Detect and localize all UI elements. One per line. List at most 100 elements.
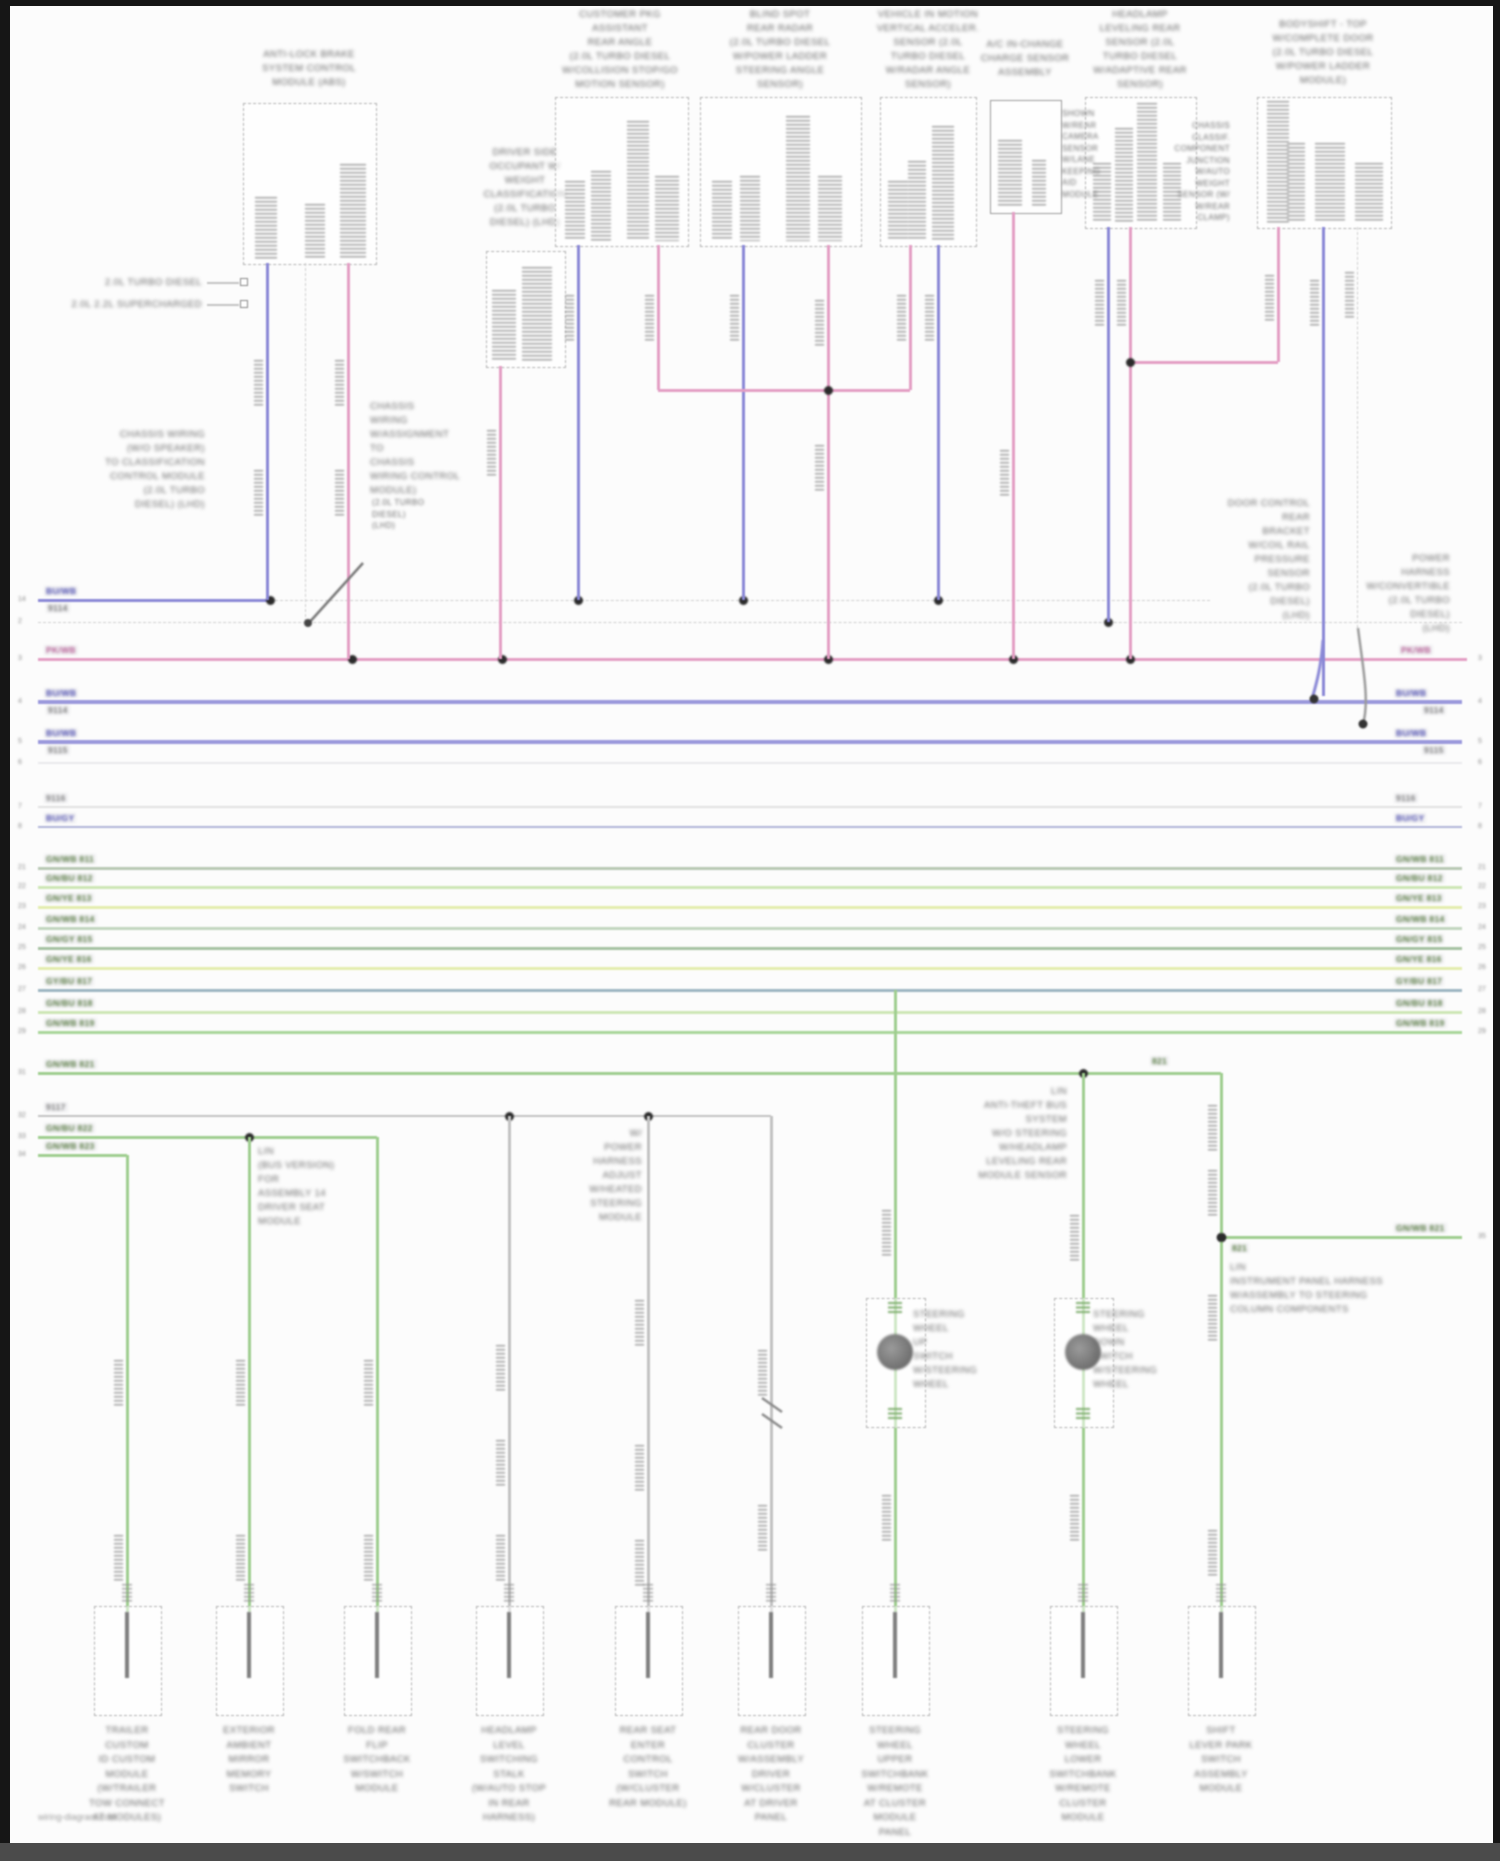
bus-wire-gn1137 <box>38 1135 377 1139</box>
vertical-wire <box>1321 227 1325 696</box>
bus-wire-gn1155 <box>38 1153 127 1157</box>
annotation-c-line: SENSOR <box>1267 568 1310 579</box>
inline-connector-label <box>565 295 574 343</box>
inline-connector-label <box>114 1535 123 1583</box>
bottom-component-label-line: W/REMOTE <box>1055 1783 1111 1794</box>
module-label-line: OCCUPANT W/ <box>489 161 561 172</box>
annotation-f-line: (BUS VERSION) <box>258 1160 335 1171</box>
bus-wire-gn1 <box>38 866 1462 870</box>
round-component-symbol <box>1065 1334 1101 1370</box>
inline-connector-label <box>1208 1170 1217 1218</box>
component-pin-line <box>893 1612 897 1678</box>
edge-pin-number-right: 5 <box>1478 738 1482 745</box>
vertical-wire <box>826 245 830 659</box>
bottom-component-label-line: CONTROL <box>623 1754 673 1765</box>
bottom-component-label-line: (W/CLUSTER <box>616 1783 680 1794</box>
annotation-k-line: DOWN <box>1093 1337 1125 1348</box>
bottom-component-label-line: (W/AUTO STOP <box>471 1783 547 1794</box>
annotation-a-line: CHASSIS WIRING <box>119 429 205 440</box>
bus-label-right: GY/BU 817 <box>1394 976 1445 986</box>
edge-pin-number-left: 28 <box>18 1008 26 1015</box>
edge-pin-number-right: 22 <box>1478 883 1486 890</box>
vertical-wire <box>1011 212 1015 659</box>
edge-pin-number-left: 22 <box>18 883 26 890</box>
bottom-component-label-line: MODULE <box>355 1783 399 1794</box>
junction-dot <box>265 595 275 605</box>
annotation-i-line: LIN <box>1230 1262 1246 1273</box>
annotation-d-line: POWER <box>1412 553 1450 564</box>
module-pin-labels <box>655 176 679 241</box>
module-label-line: ASSEMBLY <box>998 67 1052 78</box>
pointer-terminal-square <box>240 300 248 308</box>
bottom-component-label-line: CLUSTER <box>1059 1797 1107 1809</box>
junction-dot <box>1103 617 1113 627</box>
pointer-arrow-line <box>207 282 239 284</box>
round-component-symbol <box>877 1334 913 1370</box>
annotation-b-line: TO <box>370 443 384 454</box>
annotation-h-line: LEVELING REAR <box>986 1156 1067 1167</box>
component-pin-line <box>375 1612 379 1678</box>
bottom-component-label-line: PANEL <box>754 1812 788 1823</box>
bus-label-right: GN/WB 821 <box>1394 1223 1447 1233</box>
edge-pin-number-right: 26 <box>1478 964 1486 971</box>
annotation-f-line: DRIVER SEAT <box>258 1202 326 1213</box>
annotation-b2-line: (2.0L TURBO <box>372 498 425 507</box>
edge-pin-number-left: 2 <box>18 618 22 625</box>
annotation-f-line: FOR <box>258 1174 280 1185</box>
bottom-scroll-band <box>0 1843 1500 1861</box>
bottom-component-label-line: WHEEL <box>877 1739 913 1751</box>
annotation-c-line: (2.0L TURBO <box>1248 582 1310 593</box>
edge-pin-number-left: 24 <box>18 924 26 931</box>
module-pin-labels <box>522 267 552 362</box>
edge-pin-number-left: 6 <box>18 759 22 766</box>
bottom-component-label-line: AT DRIVER <box>744 1797 798 1809</box>
bottom-component-label-line: FOLD REAR <box>348 1725 406 1736</box>
inline-connector-label <box>364 1360 373 1408</box>
annotation-i-line: INSTRUMENT PANEL HARNESS <box>1230 1276 1384 1287</box>
bottom-component-label-line: W/REMOTE <box>867 1783 923 1794</box>
junction-dot <box>1125 357 1135 367</box>
module-pin-labels <box>740 176 760 241</box>
vertical-wire <box>1276 227 1280 362</box>
annotation-e1-line: MODULE <box>1062 189 1099 199</box>
module-pin-labels <box>1355 163 1383 223</box>
bottom-component-label-line: REAR MODULE) <box>609 1797 687 1809</box>
edge-pin-number-right: 7 <box>1478 803 1482 810</box>
bus-wire-can2 <box>38 700 1462 704</box>
edge-pin-number-right: 29 <box>1478 1028 1486 1035</box>
inline-connector-label <box>236 1360 245 1408</box>
bus-label-right: GN/WB 819 <box>1394 1018 1447 1028</box>
edge-pin-number-right: 28 <box>1478 1008 1486 1015</box>
component-pin-line <box>1081 1612 1085 1678</box>
bus-wire-can1 <box>38 598 270 602</box>
annotation-h-line: SYSTEM <box>1025 1114 1067 1125</box>
annotation-e1-line: W/REAR <box>1062 120 1097 130</box>
annotation-h-line: W/HEADLAMP <box>999 1142 1067 1153</box>
annotation-j-line: SWITCH <box>913 1351 953 1362</box>
bus-label-right: GN/BU 812 <box>1394 873 1445 883</box>
vertical-wire <box>125 1155 129 1612</box>
bottom-component-label-line: HEADLAMP <box>481 1725 537 1736</box>
inline-connector-label <box>1117 280 1126 328</box>
annotation-j-line: WHEEL <box>913 1323 949 1334</box>
component-pin-line <box>769 1612 773 1678</box>
bus-label-left: GN/WB 811 <box>44 854 97 864</box>
module-label-line: W/COMPLETE DOOR <box>1272 33 1374 44</box>
module-label-line: ANTI-LOCK BRAKE <box>263 49 355 60</box>
component-pin-stub <box>504 1584 514 1604</box>
bottom-component-label-line: STEERING <box>869 1725 921 1736</box>
bus-wire-gn1073 <box>38 1071 1221 1075</box>
vertical-wire <box>656 245 660 390</box>
bottom-component-label-line: SHIFT <box>1206 1725 1236 1736</box>
bus-wire-can3 <box>38 740 1462 744</box>
inline-connector-label <box>1208 1530 1217 1578</box>
bus-wire-gy1116 <box>38 1114 771 1118</box>
bottom-component-label-line: SWITCH <box>1201 1754 1241 1765</box>
inline-connector-label <box>882 1210 891 1258</box>
module-label-line: VERTICAL ACCELER. <box>876 23 980 34</box>
annotation-h-line: LIN <box>1051 1086 1067 1097</box>
annotation-c-line: (LHD) <box>1282 610 1310 621</box>
module-label-line: BODYSHIFT - TOP <box>1279 19 1367 30</box>
vertical-wire <box>646 1116 650 1612</box>
vertical-wire <box>576 245 580 600</box>
